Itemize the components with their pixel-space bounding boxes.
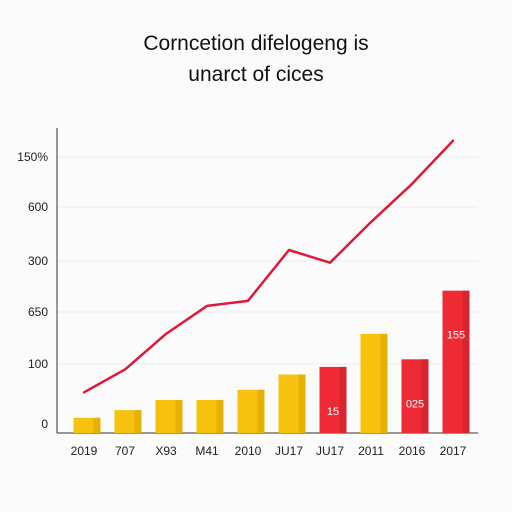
bar-shade bbox=[257, 389, 265, 433]
grid-lines bbox=[57, 156, 478, 365]
chart-title: Corncetion difelogeng is unarct of cices bbox=[0, 28, 512, 90]
bar-shade bbox=[93, 417, 101, 433]
data-labels: 15 025 155 bbox=[327, 330, 465, 418]
bar-data-label: 025 bbox=[406, 398, 424, 410]
bar-data-label: 155 bbox=[447, 330, 465, 342]
y-tick-label: 650 bbox=[28, 305, 48, 319]
x-tick-label: JU17 bbox=[275, 444, 303, 458]
x-tick-label: 2016 bbox=[399, 444, 426, 458]
y-tick-label: 600 bbox=[28, 200, 48, 214]
y-tick-label: 150% bbox=[17, 150, 48, 164]
y-tick-labels: 0 100 650 300 600 150% bbox=[17, 150, 48, 431]
bar-shade bbox=[339, 366, 347, 433]
line-series bbox=[82, 139, 455, 394]
bar-shade bbox=[462, 290, 470, 433]
bar-shade bbox=[134, 410, 142, 433]
bar-shade bbox=[216, 399, 224, 433]
line-path bbox=[82, 139, 455, 394]
x-tick-label: 707 bbox=[115, 444, 135, 458]
x-tick-label: 2017 bbox=[440, 444, 467, 458]
bar-shade bbox=[421, 359, 429, 433]
x-tick-label: 2010 bbox=[235, 444, 262, 458]
bars bbox=[73, 290, 470, 433]
x-tick-label: 2019 bbox=[71, 444, 98, 458]
x-tick-label: JU17 bbox=[316, 444, 344, 458]
bar-data-label: 15 bbox=[327, 406, 339, 418]
y-tick-label: 300 bbox=[28, 254, 48, 268]
chart-title-line-1: Corncetion difelogeng is bbox=[143, 32, 369, 55]
x-tick-labels: 2019 707 X93 M41 2010 JU17 JU17 2011 2016 2017 bbox=[71, 444, 467, 458]
bar-shade bbox=[380, 333, 388, 433]
bar-shade bbox=[298, 374, 306, 433]
bar-shade bbox=[175, 399, 183, 433]
y-tick-label: 100 bbox=[28, 357, 48, 371]
x-tick-label: 2011 bbox=[358, 444, 384, 458]
y-tick-label: 0 bbox=[41, 417, 48, 431]
chart-title-line-2: unarct of cices bbox=[188, 63, 324, 86]
x-tick-label: M41 bbox=[195, 444, 219, 458]
x-tick-label: X93 bbox=[155, 444, 177, 458]
